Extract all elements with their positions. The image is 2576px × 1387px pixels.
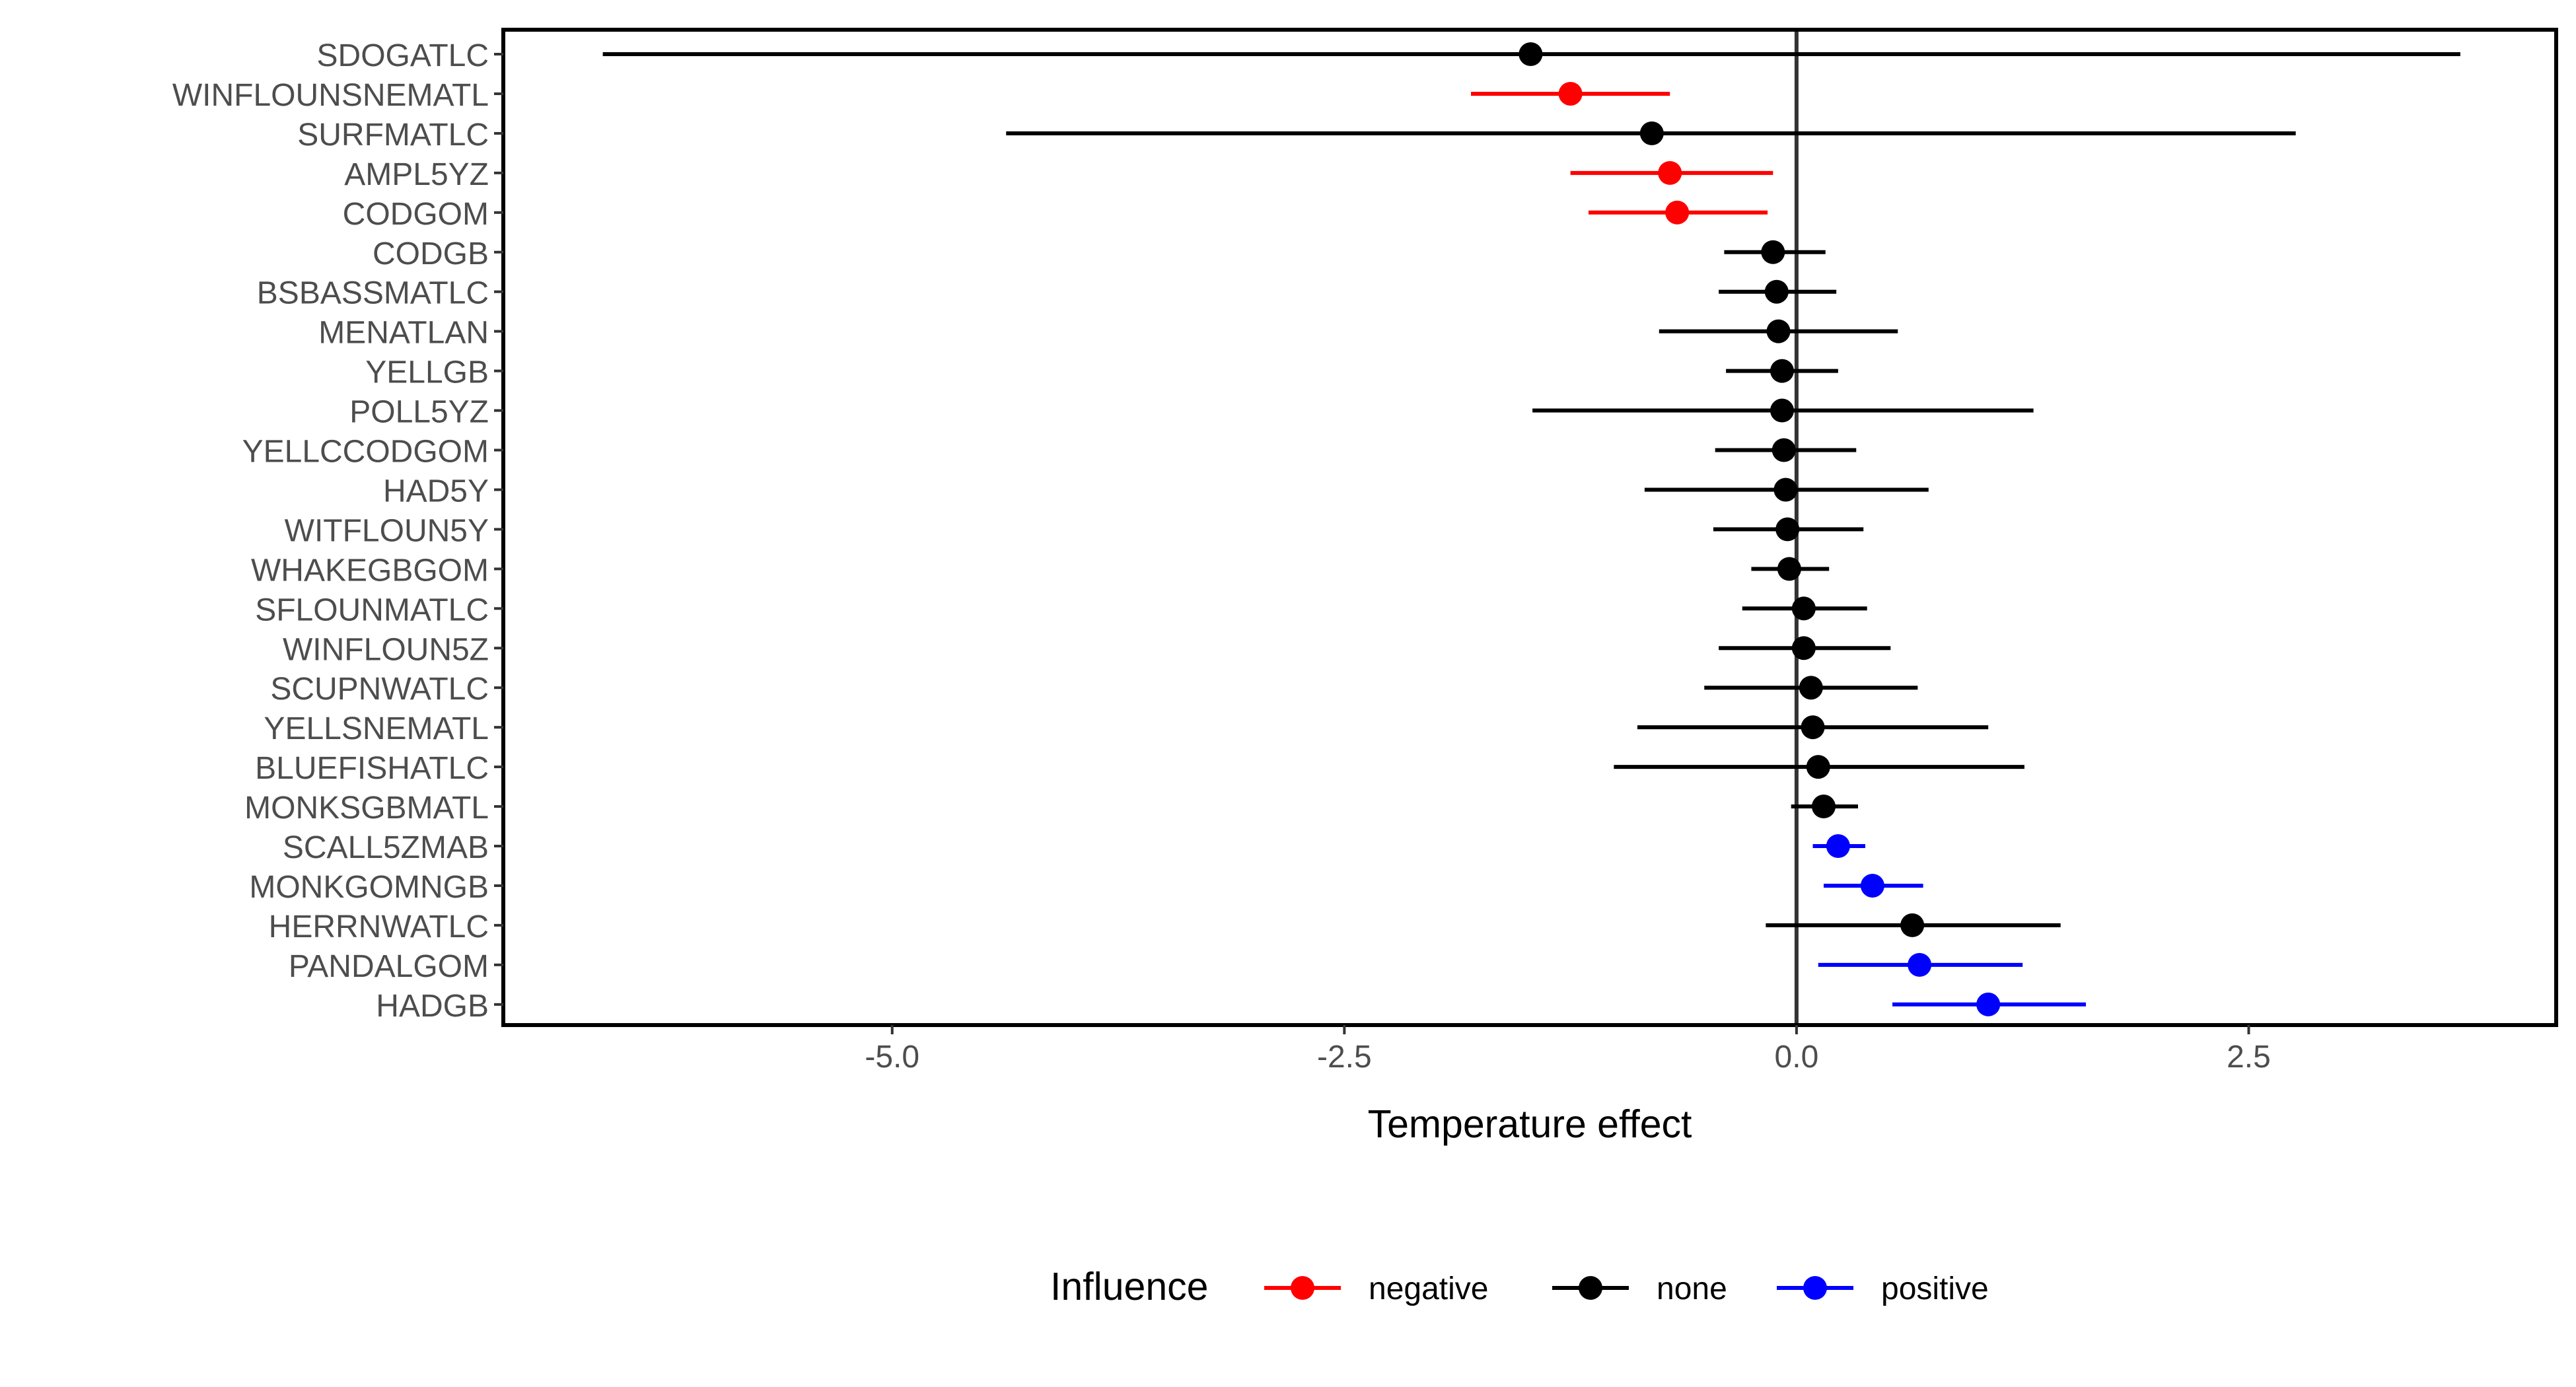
point-scall5zmab xyxy=(1826,834,1850,858)
y-tick-label-pandalgom: PANDALGOM xyxy=(289,949,489,984)
point-witfloun5y xyxy=(1775,517,1800,542)
y-tick-label-sdogatlc: SDOGATLC xyxy=(317,38,489,73)
y-tick-label-scupnwatlc: SCUPNWATLC xyxy=(270,672,489,707)
y-tick-label-monksgbmatl: MONKSGBMATL xyxy=(244,791,489,826)
point-whakegbgom xyxy=(1777,557,1801,581)
legend-label-negative: negative xyxy=(1369,1271,1488,1306)
y-tick-label-bluefishatlc: BLUEFISHATLC xyxy=(255,751,489,786)
point-codgom xyxy=(1665,200,1690,225)
y-tick-label-winfloun5z: WINFLOUN5Z xyxy=(283,632,489,667)
legend-key-point-none xyxy=(1579,1276,1602,1300)
y-tick-label-had5y: HAD5Y xyxy=(383,474,489,509)
legend-key-point-positive xyxy=(1803,1276,1827,1300)
point-monksgbmatl xyxy=(1811,795,1836,819)
point-scupnwatlc xyxy=(1799,676,1823,700)
y-tick-label-yellccodgom: YELLCCODGOM xyxy=(242,435,489,470)
x-tick-label: -2.5 xyxy=(1317,1040,1372,1075)
point-winflounsnematl xyxy=(1558,81,1583,106)
panel-border xyxy=(501,28,2558,1027)
y-tick-label-herrnwatlc: HERRNWATLC xyxy=(269,909,489,944)
legend-title: Influence xyxy=(1050,1265,1208,1308)
y-tick-label-codgb: CODGB xyxy=(373,236,489,271)
point-pandalgom xyxy=(1908,952,1932,977)
y-tick-label-menatlan: MENATLAN xyxy=(318,316,489,351)
y-tick-label-bsbassmatlc: BSBASSMATLC xyxy=(257,276,489,311)
point-hadgb xyxy=(1976,992,2001,1016)
point-ampl5yz xyxy=(1658,160,1682,185)
x-axis: -5.0 -2.5 0.0 2.5 xyxy=(865,1025,2271,1075)
y-axis-tick-labels: SDOGATLC WINFLOUNSNEMATL SURFMATLC AMPL5YZ C… xyxy=(172,38,503,1024)
y-tick-label-ampl5yz: AMPL5YZ xyxy=(344,157,489,192)
point-sdogatlc xyxy=(1519,42,1543,66)
point-codgb xyxy=(1761,240,1785,264)
x-axis-title: Temperature effect xyxy=(1368,1102,1692,1146)
plot-area xyxy=(501,28,2558,1027)
y-tick-label-poll5yz: POLL5YZ xyxy=(349,395,489,430)
x-tick-label: 0.0 xyxy=(1775,1040,1819,1075)
y-tick-label-scall5zmab: SCALL5ZMAB xyxy=(283,830,489,865)
y-tick-label-yellgb: YELLGB xyxy=(365,355,489,390)
y-tick-label-monkgomngb: MONKGOMNGB xyxy=(249,870,489,905)
x-tick-label: 2.5 xyxy=(2227,1040,2271,1075)
point-bsbassmatlc xyxy=(1764,279,1789,304)
point-winfloun5z xyxy=(1791,636,1816,660)
point-surfmatlc xyxy=(1639,121,1664,145)
y-tick-label-sflounmatlc: SFLOUNMATLC xyxy=(255,592,489,627)
y-tick-label-surfmatlc: SURFMATLC xyxy=(297,118,489,153)
y-tick-label-winflounsnematl: WINFLOUNSNEMATL xyxy=(172,78,489,113)
point-herrnwatlc xyxy=(1900,913,1925,937)
point-menatlan xyxy=(1766,319,1791,343)
y-tick-label-codgom: CODGOM xyxy=(343,197,489,232)
point-yellsnematl xyxy=(1801,715,1825,740)
legend-label-none: none xyxy=(1657,1271,1727,1306)
legend-key-point-negative xyxy=(1291,1276,1314,1300)
point-monkgomngb xyxy=(1860,873,1884,898)
point-poll5yz xyxy=(1770,398,1794,423)
y-tick-label-whakegbgom: WHAKEGBGOM xyxy=(251,553,489,588)
legend: Influence negative none positive xyxy=(1050,1265,1989,1308)
point-sflounmatlc xyxy=(1791,596,1816,621)
point-yellgb xyxy=(1770,359,1794,383)
y-tick-label-hadgb: HADGB xyxy=(376,989,489,1024)
point-yellccodgom xyxy=(1771,438,1796,462)
legend-label-positive: positive xyxy=(1881,1271,1989,1306)
y-tick-label-yellsnematl: YELLSNEMATL xyxy=(264,711,489,746)
point-had5y xyxy=(1773,478,1798,502)
x-tick-label: -5.0 xyxy=(865,1040,919,1075)
point-bluefishatlc xyxy=(1806,755,1830,779)
y-tick-label-witfloun5y: WITFLOUN5Y xyxy=(285,513,489,548)
